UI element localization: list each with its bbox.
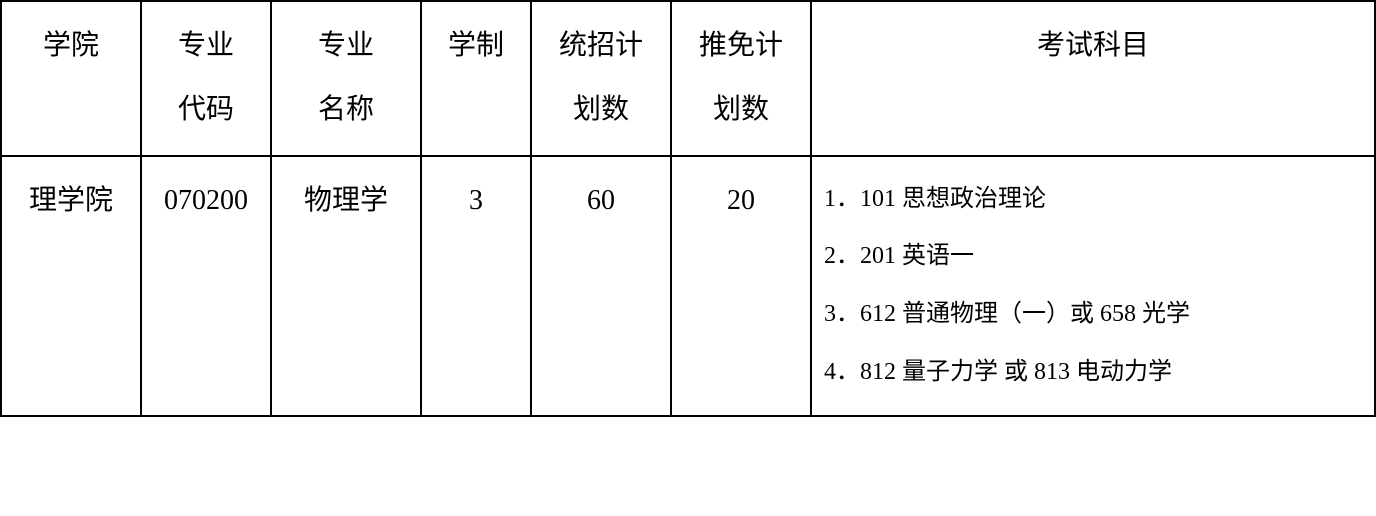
- header-name: 专业 名称: [271, 1, 421, 156]
- table-row: 理学院 070200 物理学 3 60 20 1．101 思想政治理论 2．20…: [1, 156, 1375, 416]
- header-duration-text: 学制: [432, 14, 520, 78]
- header-plan1-line2: 划数: [542, 78, 660, 142]
- header-name-line1: 专业: [282, 14, 410, 78]
- subject-item-1: 1．101 思想政治理论: [824, 171, 1362, 229]
- cell-subjects: 1．101 思想政治理论 2．201 英语一 3．612 普通物理（一）或 65…: [811, 156, 1375, 416]
- header-college: 学院: [1, 1, 141, 156]
- header-subjects: 考试科目: [811, 1, 1375, 156]
- header-code-line2: 代码: [152, 78, 260, 142]
- table-header-row: 学院 专业 代码 专业 名称 学制 统招计 划数 推免计 划数 考试科目: [1, 1, 1375, 156]
- cell-college: 理学院: [1, 156, 141, 416]
- subject-item-2: 2．201 英语一: [824, 228, 1362, 286]
- cell-plan1: 60: [531, 156, 671, 416]
- subject-item-4: 4．812 量子力学 或 813 电动力学: [824, 344, 1362, 402]
- cell-name: 物理学: [271, 156, 421, 416]
- header-name-line2: 名称: [282, 78, 410, 142]
- admission-table: 学院 专业 代码 专业 名称 学制 统招计 划数 推免计 划数 考试科目: [0, 0, 1376, 417]
- header-code-line1: 专业: [152, 14, 260, 78]
- cell-code: 070200: [141, 156, 271, 416]
- header-code: 专业 代码: [141, 1, 271, 156]
- header-plan2-line2: 划数: [682, 78, 800, 142]
- cell-plan2: 20: [671, 156, 811, 416]
- header-plan1-line1: 统招计: [542, 14, 660, 78]
- header-duration: 学制: [421, 1, 531, 156]
- cell-duration: 3: [421, 156, 531, 416]
- header-plan2: 推免计 划数: [671, 1, 811, 156]
- subject-item-3: 3．612 普通物理（一）或 658 光学: [824, 286, 1362, 344]
- header-subjects-text: 考试科目: [822, 14, 1364, 78]
- header-plan1: 统招计 划数: [531, 1, 671, 156]
- header-college-text: 学院: [12, 14, 130, 78]
- header-plan2-line1: 推免计: [682, 14, 800, 78]
